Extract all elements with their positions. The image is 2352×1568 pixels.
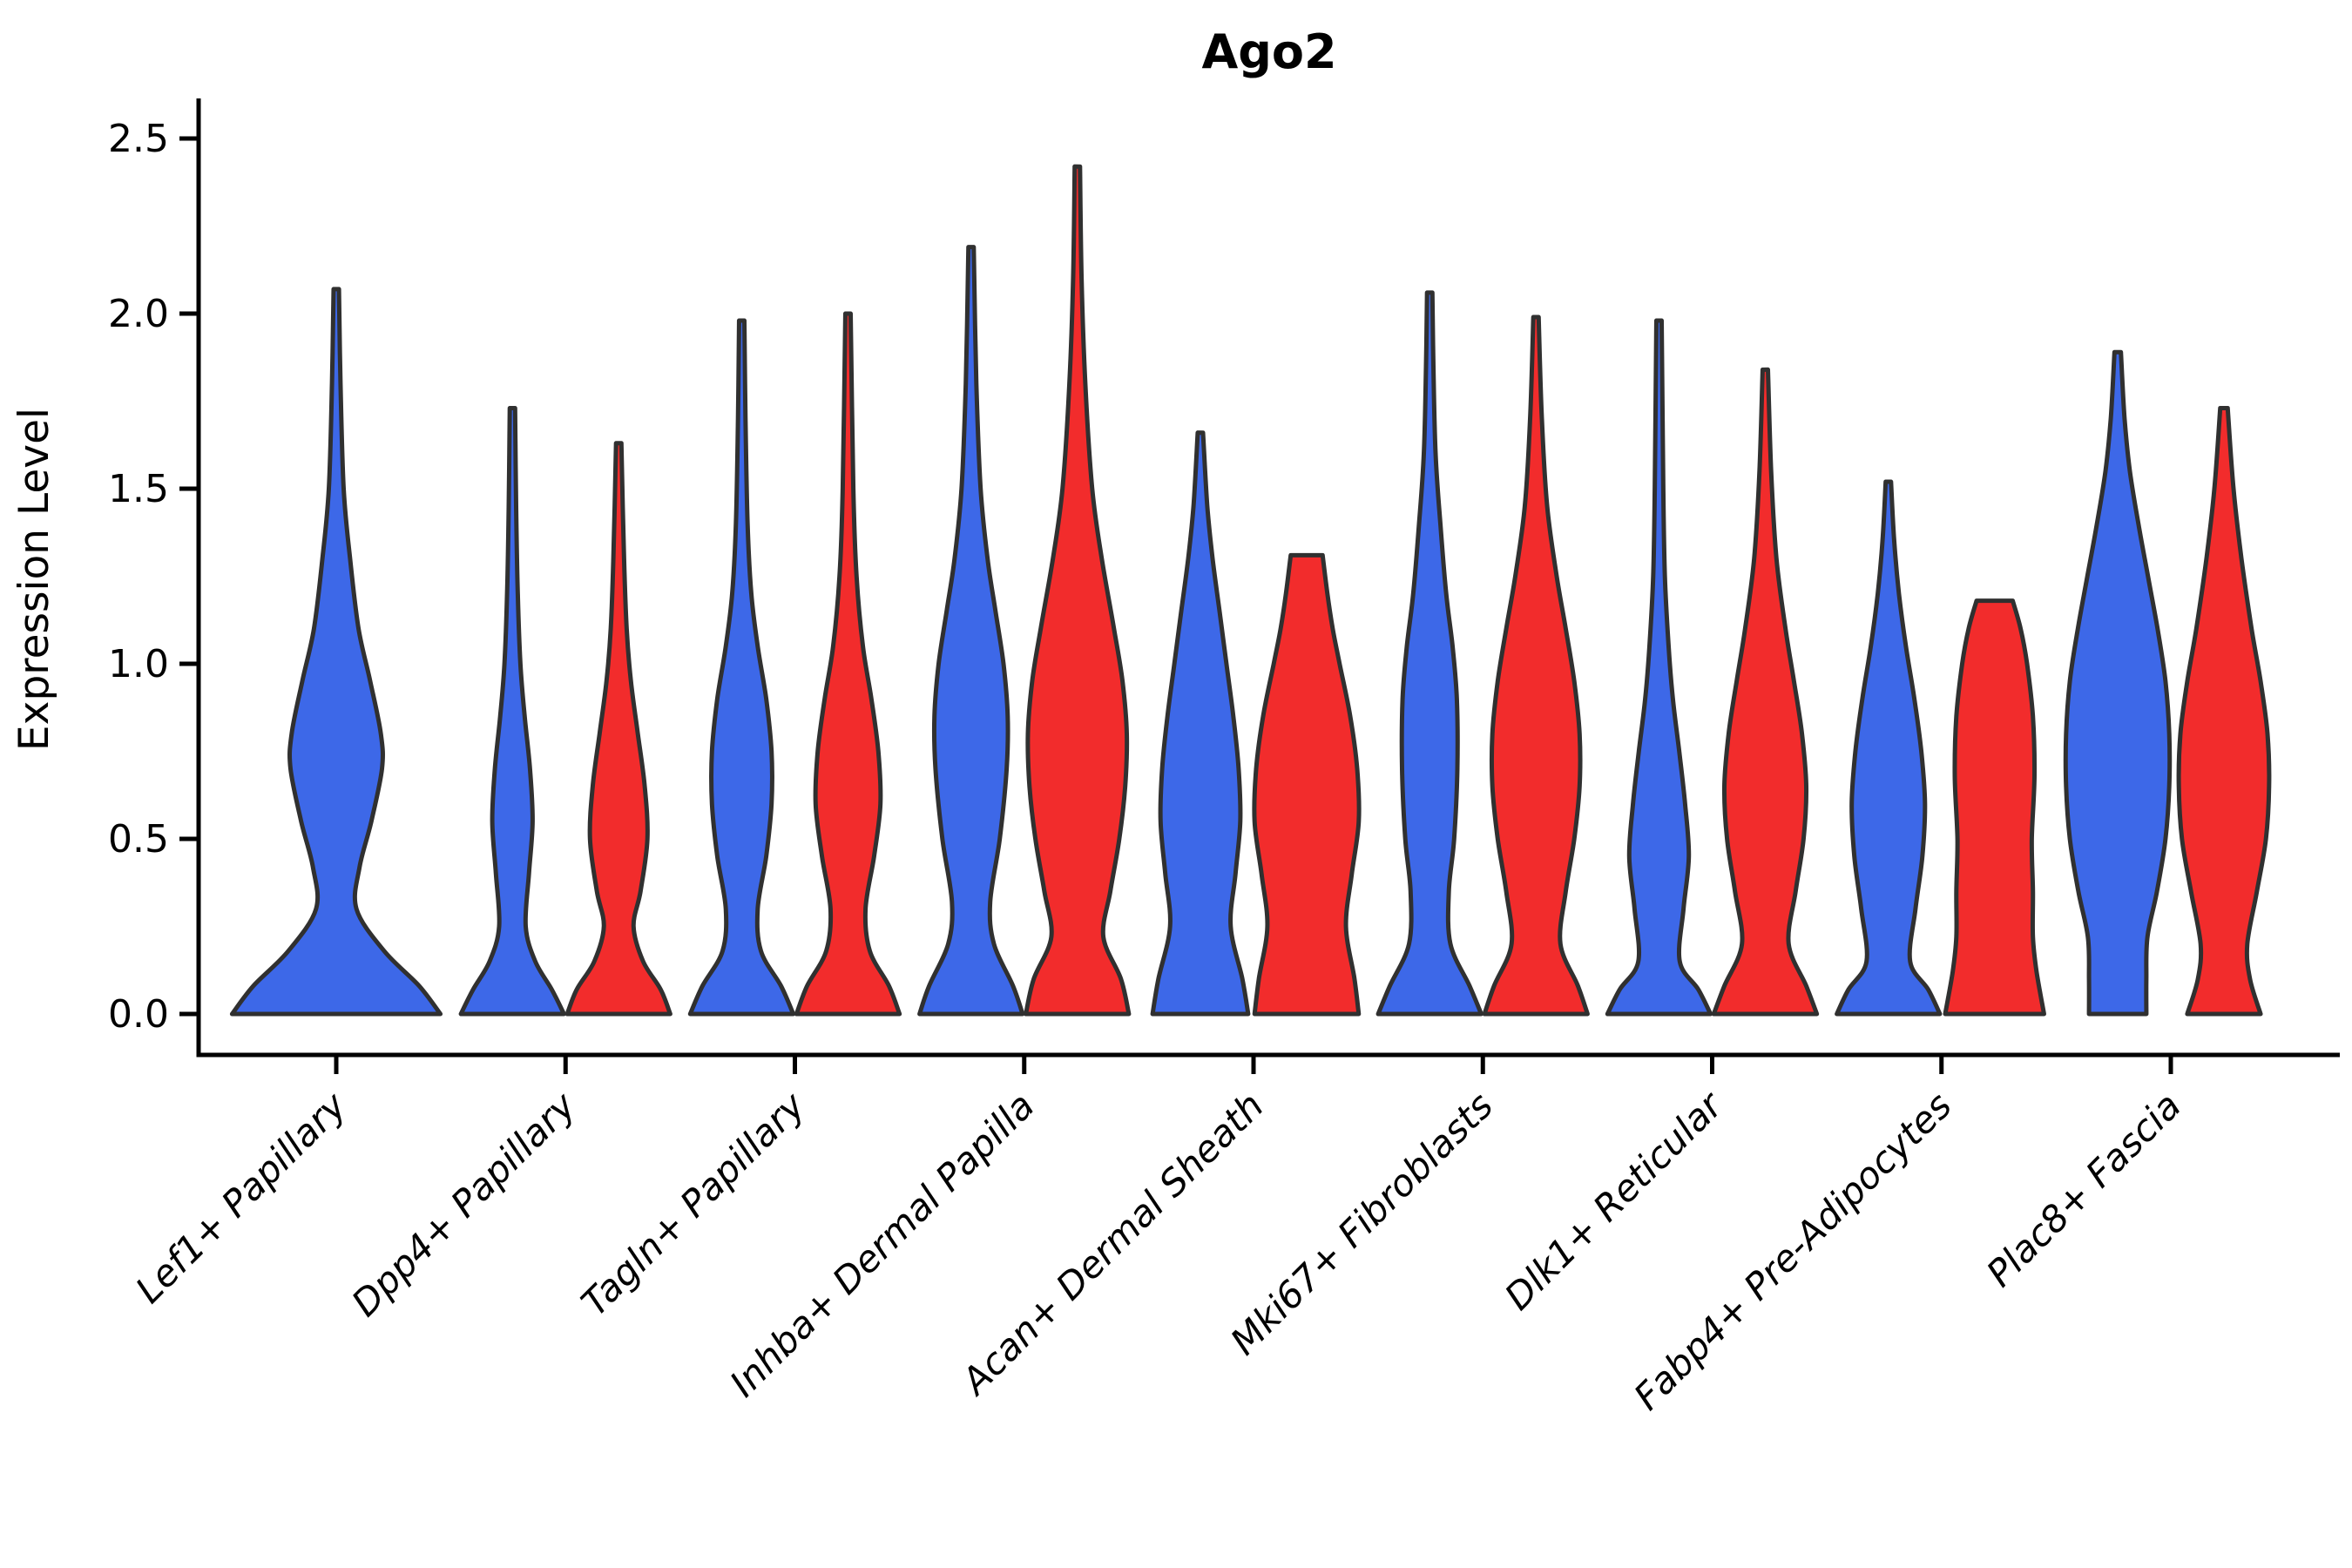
violin-blue-fabp4-pre-adipocytes xyxy=(1835,479,1943,1017)
violin-red-inhba-dermal-papilla xyxy=(1024,164,1132,1017)
violin-red-mki67-fibroblasts xyxy=(1482,314,1590,1017)
violin-blue-inhba-dermal-papilla xyxy=(917,245,1025,1017)
y-tick-label: 0.0 xyxy=(108,992,169,1037)
violin-red-fabp4-pre-adipocytes xyxy=(1943,598,2046,1017)
violin-blue-acan-dermal-sheath xyxy=(1150,430,1251,1017)
x-tick-label-plac8-fascia: Plac8+ Fascia xyxy=(1978,1084,2189,1294)
x-tick-label-tagln-papillary: Tagln+ Papillary xyxy=(573,1084,814,1325)
violin-red-dlk1-reticular xyxy=(1711,367,1820,1017)
violin-blue-dpp4-papillary xyxy=(458,406,566,1017)
violin-blue-mki67-fibroblasts xyxy=(1375,290,1484,1017)
y-tick-label: 1.0 xyxy=(108,642,169,686)
violin-blue-lef1-papillary xyxy=(229,287,443,1017)
y-tick-label: 2.5 xyxy=(108,117,169,161)
x-tick-label-mki67-fibroblasts: Mki67+ Fibroblasts xyxy=(1222,1084,1501,1362)
violin-red-dpp4-papillary xyxy=(564,441,672,1017)
x-tick-marks xyxy=(334,1055,2173,1074)
y-tick-label: 1.5 xyxy=(108,467,169,511)
violin-red-tagln-papillary xyxy=(794,311,902,1017)
y-tick-marks xyxy=(179,136,199,1017)
y-axis-label: Expression Level xyxy=(10,408,58,751)
violin-blue-plac8-fascia xyxy=(2063,349,2173,1017)
axes-layer xyxy=(179,98,2340,1074)
x-tick-label-lef1-papillary: Lef1+ Papillary xyxy=(127,1084,355,1312)
violin-red-acan-dermal-sheath xyxy=(1252,552,1362,1017)
x-tick-label-dpp4-papillary: Dpp4+ Papillary xyxy=(343,1084,585,1325)
y-tick-labels: 0.0 0.5 1.0 1.5 2.0 2.5 xyxy=(108,117,169,1037)
x-tick-label-dlk1-reticular: Dlk1+ Reticular xyxy=(1497,1082,1733,1318)
y-tick-label: 2.0 xyxy=(108,292,169,336)
violin-blue-dlk1-reticular xyxy=(1605,318,1713,1017)
violin-red-plac8-fascia xyxy=(2176,406,2272,1017)
violin-blue-tagln-papillary xyxy=(687,318,796,1017)
violins-layer xyxy=(229,164,2272,1017)
y-tick-label: 0.5 xyxy=(108,817,169,862)
chart-title: Ago2 xyxy=(1201,24,1336,79)
